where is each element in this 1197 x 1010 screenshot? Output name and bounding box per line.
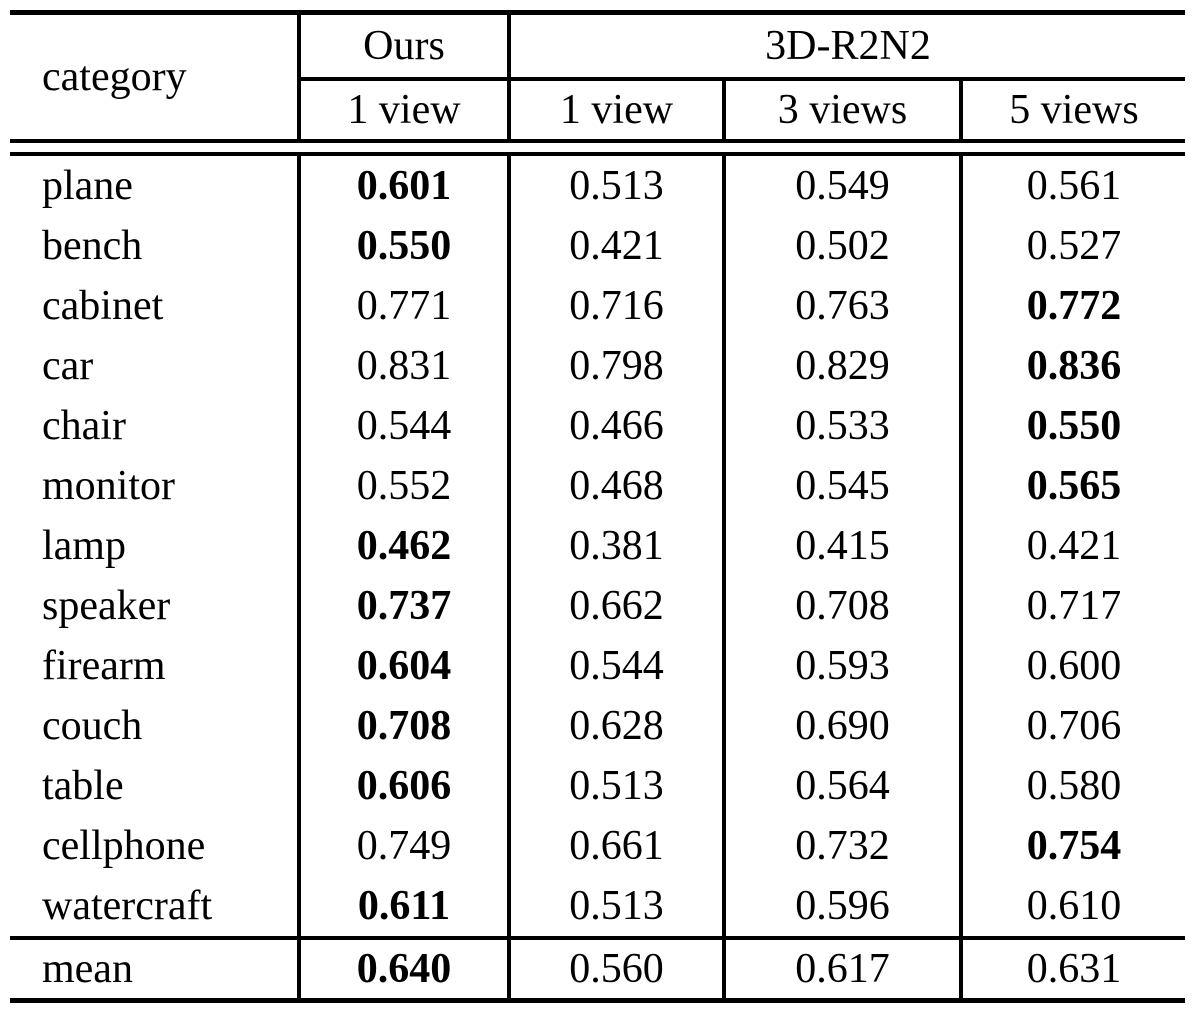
value-cell: 0.550 [959, 396, 1185, 456]
value-cell: 0.502 [722, 216, 961, 276]
header-subrow: 1 view 1 view 3 views 5 views [10, 79, 1185, 141]
table-row: bench 0.550 0.421 0.502 0.527 [10, 216, 1185, 276]
value-cell: 0.549 [722, 154, 961, 216]
value-cell: 0.466 [507, 396, 724, 456]
double-rule-spacer [10, 139, 1185, 156]
category-cell: bench [42, 223, 143, 269]
value-cell: 0.421 [959, 516, 1185, 576]
header-r2n2-3views: 3 views [722, 79, 961, 141]
category-cell: watercraft [42, 883, 213, 929]
value-cell: 0.421 [507, 216, 724, 276]
value-cell: 0.381 [507, 516, 724, 576]
value-cell: 0.732 [722, 816, 961, 876]
table-row: chair 0.544 0.466 0.533 0.550 [10, 396, 1185, 456]
table-row: cellphone 0.749 0.661 0.732 0.754 [10, 816, 1185, 876]
category-cell: table [42, 763, 124, 809]
value-cell: 0.601 [297, 154, 509, 216]
category-cell: plane [42, 163, 133, 209]
category-cell: speaker [42, 583, 171, 629]
value-cell: 0.468 [507, 456, 724, 516]
value-cell: 0.749 [297, 816, 509, 876]
value-cell: 0.717 [959, 576, 1185, 636]
table-row: cabinet 0.771 0.716 0.763 0.772 [10, 276, 1185, 336]
value-cell: 0.754 [959, 816, 1185, 876]
mean-row: mean 0.640 0.560 0.617 0.631 [10, 936, 1185, 1001]
header-3d-r2n2: 3D-R2N2 [507, 12, 1185, 81]
value-cell: 0.829 [722, 336, 961, 396]
value-cell: 0.708 [297, 696, 509, 756]
value-cell: 0.737 [297, 576, 509, 636]
table-row: plane 0.601 0.513 0.549 0.561 [10, 154, 1185, 216]
value-cell: 0.513 [507, 756, 724, 816]
category-cell: lamp [42, 523, 126, 569]
value-cell: 0.836 [959, 336, 1185, 396]
value-cell: 0.708 [722, 576, 961, 636]
value-cell: 0.690 [722, 696, 961, 756]
table-body: plane 0.601 0.513 0.549 0.561 bench 0.550 0.421… [10, 139, 1185, 1001]
table-row: monitor 0.552 0.468 0.545 0.565 [10, 456, 1185, 516]
table-row: table 0.606 0.513 0.564 0.580 [10, 756, 1185, 816]
value-cell: 0.552 [297, 456, 509, 516]
table-row: watercraft 0.611 0.513 0.596 0.610 [10, 876, 1185, 938]
value-cell: 0.604 [297, 636, 509, 696]
category-cell: cabinet [42, 283, 164, 329]
value-cell: 0.513 [507, 154, 724, 216]
value-cell: 0.772 [959, 276, 1185, 336]
category-cell: car [42, 343, 94, 389]
table-row: couch 0.708 0.628 0.690 0.706 [10, 696, 1185, 756]
header-r2n2-1view: 1 view [507, 79, 724, 141]
value-cell: 0.564 [722, 756, 961, 816]
table-row: lamp 0.462 0.381 0.415 0.421 [10, 516, 1185, 576]
value-cell: 0.600 [959, 636, 1185, 696]
header-ours-1view: 1 view [297, 79, 509, 141]
double-rule [10, 139, 1185, 156]
value-cell: 0.716 [507, 276, 724, 336]
results-table: category Ours 3D-R2N2 1 view 1 view 3 vi… [10, 10, 1185, 1003]
table-row: speaker 0.737 0.662 0.708 0.717 [10, 576, 1185, 636]
value-cell: 0.544 [297, 396, 509, 456]
value-cell: 0.610 [959, 876, 1185, 938]
value-cell: 0.415 [722, 516, 961, 576]
value-cell: 0.596 [722, 876, 961, 938]
value-cell: 0.611 [297, 876, 509, 938]
value-cell: 0.640 [297, 936, 509, 1001]
value-cell: 0.763 [722, 276, 961, 336]
value-cell: 0.545 [722, 456, 961, 516]
value-cell: 0.798 [507, 336, 724, 396]
header-ours: Ours [297, 12, 509, 81]
value-cell: 0.565 [959, 456, 1185, 516]
header-r2n2-5views: 5 views [959, 79, 1185, 141]
value-cell: 0.580 [959, 756, 1185, 816]
value-cell: 0.544 [507, 636, 724, 696]
value-cell: 0.462 [297, 516, 509, 576]
category-cell: mean [10, 936, 299, 1001]
value-cell: 0.606 [297, 756, 509, 816]
value-cell: 0.593 [722, 636, 961, 696]
category-cell: monitor [42, 463, 175, 509]
value-cell: 0.661 [507, 816, 724, 876]
value-cell: 0.706 [959, 696, 1185, 756]
value-cell: 0.560 [507, 936, 724, 1001]
value-cell: 0.550 [297, 216, 509, 276]
category-cell: firearm [42, 643, 166, 689]
category-cell: couch [42, 703, 143, 749]
table-row: car 0.831 0.798 0.829 0.836 [10, 336, 1185, 396]
value-cell: 0.631 [959, 936, 1185, 1001]
table-row: firearm 0.604 0.544 0.593 0.600 [10, 636, 1185, 696]
header-category: category [42, 54, 187, 100]
value-cell: 0.662 [507, 576, 724, 636]
value-cell: 0.617 [722, 936, 961, 1001]
category-cell: cellphone [42, 823, 206, 869]
value-cell: 0.533 [722, 396, 961, 456]
value-cell: 0.628 [507, 696, 724, 756]
value-cell: 0.831 [297, 336, 509, 396]
value-cell: 0.527 [959, 216, 1185, 276]
value-cell: 0.771 [297, 276, 509, 336]
value-cell: 0.561 [959, 154, 1185, 216]
value-cell: 0.513 [507, 876, 724, 938]
category-cell: chair [42, 403, 126, 449]
header-group-row: category Ours 3D-R2N2 [10, 12, 1185, 100]
